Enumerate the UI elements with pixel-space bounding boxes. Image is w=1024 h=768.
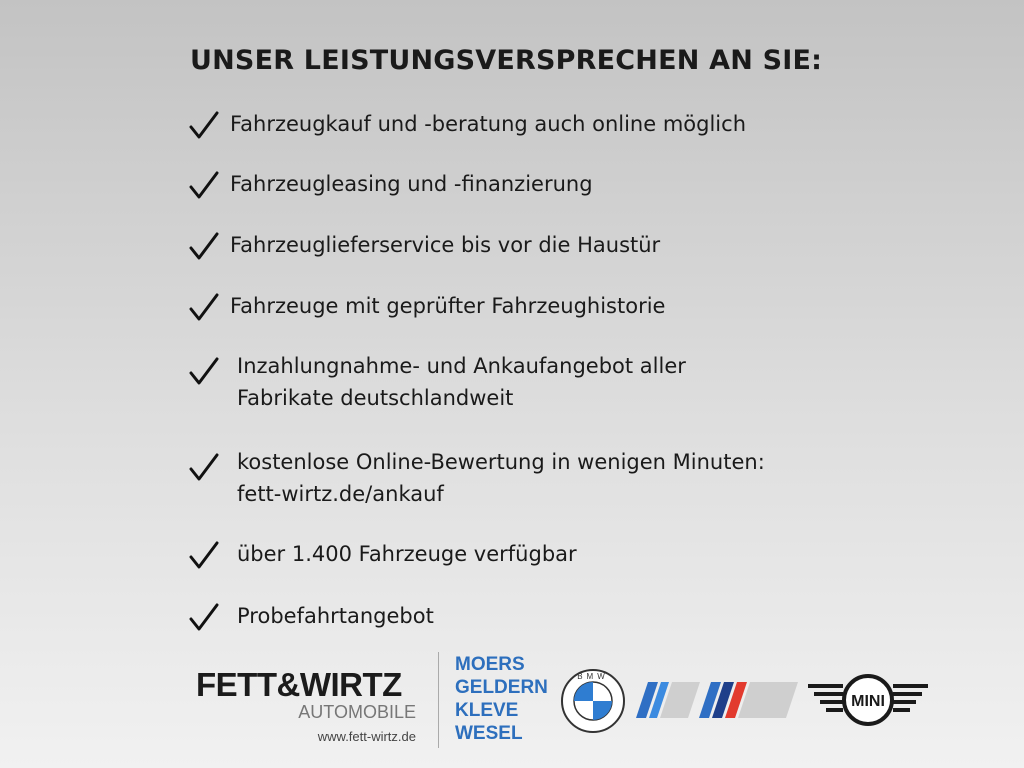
city: GELDERN xyxy=(455,677,548,698)
list-item: Inzahlungnahme- und Ankaufangebot aller F… xyxy=(237,350,686,414)
city: WESEL xyxy=(455,723,523,744)
checkmark-icon xyxy=(189,453,219,481)
list-item-text: Fahrzeuge mit geprüfter Fahrzeughistorie xyxy=(230,294,666,318)
mini-logo-icon: MINI xyxy=(808,674,928,726)
list-item: Probefahrtangebot xyxy=(237,600,434,632)
bmw-letters: BMW xyxy=(577,672,609,681)
list-item-text: Fahrzeugkauf und -beratung auch online m… xyxy=(230,112,746,136)
fett-wirtz-logo: FETT&WIRTZ xyxy=(196,666,402,703)
brand-subtitle: AUTOMOBILE xyxy=(298,702,416,722)
list-item-text: Inzahlungnahme- und Ankaufangebot aller xyxy=(237,354,686,378)
checkmark-icon xyxy=(189,171,219,199)
list-item-text: fett-wirtz.de/ankauf xyxy=(237,482,444,506)
list-item-text: Fahrzeuglieferservice bis vor die Haustü… xyxy=(230,233,661,257)
city: MOERS xyxy=(455,654,525,675)
checkmark-icon xyxy=(189,357,219,385)
list-item: kostenlose Online-Bewertung in wenigen M… xyxy=(237,446,765,510)
checkmark-icon xyxy=(189,232,219,260)
checkmark-icon xyxy=(189,111,219,139)
list-item-text: kostenlose Online-Bewertung in wenigen M… xyxy=(237,450,765,474)
list-item-text: Probefahrtangebot xyxy=(237,604,434,628)
city: KLEVE xyxy=(455,700,519,721)
headline: UNSER LEISTUNGSVERSPRECHEN AN SIE: xyxy=(190,45,823,76)
bmw-i-m-logos-icon xyxy=(636,682,798,718)
checkmark-icon xyxy=(189,293,219,321)
list-item: Fahrzeuglieferservice bis vor die Haustü… xyxy=(230,229,660,261)
website-link[interactable]: www.fett-wirtz.de xyxy=(317,729,416,744)
city-list: MOERS GELDERN KLEVE WESEL xyxy=(455,653,548,745)
list-item-text: Fahrzeugleasing und -finanzierung xyxy=(230,172,593,196)
mini-label: MINI xyxy=(851,693,885,710)
list-item: über 1.400 Fahrzeuge verfügbar xyxy=(237,538,577,570)
list-item: Fahrzeugleasing und -finanzierung xyxy=(230,168,593,200)
list-item-text: Fabrikate deutschlandweit xyxy=(237,386,514,410)
list-item: Fahrzeuge mit geprüfter Fahrzeughistorie xyxy=(230,290,665,322)
checkmark-icon xyxy=(189,603,219,631)
list-item-text: über 1.400 Fahrzeuge verfügbar xyxy=(237,542,577,566)
divider xyxy=(438,652,439,748)
list-item: Fahrzeugkauf und -beratung auch online m… xyxy=(230,108,746,140)
checkmark-icon xyxy=(189,541,219,569)
bmw-logo-icon: BMW xyxy=(561,669,625,733)
